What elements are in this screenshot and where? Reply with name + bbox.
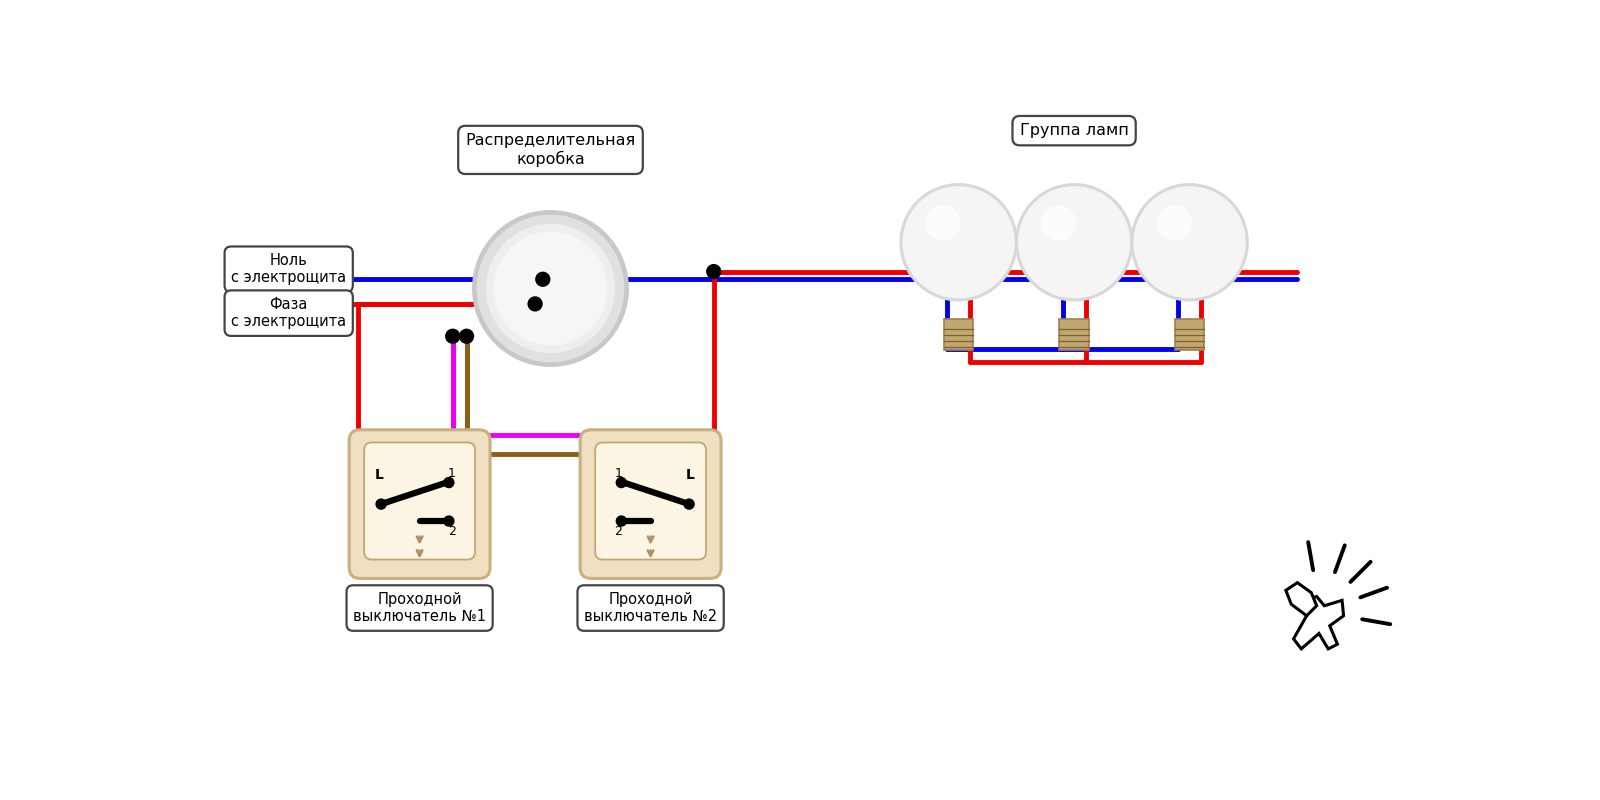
Circle shape bbox=[707, 265, 720, 278]
Circle shape bbox=[901, 184, 1018, 301]
Text: L: L bbox=[374, 468, 384, 482]
Text: Проходной
выключатель №2: Проходной выключатель №2 bbox=[584, 592, 717, 624]
Text: Ноль
с электрощита: Ноль с электрощита bbox=[230, 253, 346, 286]
Circle shape bbox=[376, 499, 386, 509]
Circle shape bbox=[477, 215, 624, 362]
Circle shape bbox=[459, 330, 474, 343]
Circle shape bbox=[446, 330, 459, 343]
FancyBboxPatch shape bbox=[1059, 319, 1088, 350]
FancyBboxPatch shape bbox=[944, 319, 973, 350]
Circle shape bbox=[528, 297, 542, 311]
Circle shape bbox=[536, 272, 550, 286]
Polygon shape bbox=[1293, 597, 1344, 649]
Text: L: L bbox=[686, 468, 694, 482]
Text: Фаза
с электрощита: Фаза с электрощита bbox=[230, 297, 346, 330]
Text: 2: 2 bbox=[614, 526, 622, 538]
FancyBboxPatch shape bbox=[365, 442, 475, 559]
Text: 1: 1 bbox=[448, 466, 456, 480]
Circle shape bbox=[685, 499, 694, 509]
Circle shape bbox=[1131, 184, 1248, 301]
Circle shape bbox=[616, 478, 626, 487]
Circle shape bbox=[926, 206, 960, 240]
Circle shape bbox=[443, 516, 454, 526]
FancyBboxPatch shape bbox=[349, 430, 490, 578]
FancyBboxPatch shape bbox=[581, 430, 722, 578]
Circle shape bbox=[472, 210, 629, 366]
Text: Распределительная
коробка: Распределительная коробка bbox=[466, 133, 635, 166]
Circle shape bbox=[616, 516, 626, 526]
Polygon shape bbox=[1286, 582, 1317, 616]
Circle shape bbox=[1019, 187, 1130, 298]
FancyBboxPatch shape bbox=[595, 442, 706, 559]
Circle shape bbox=[1042, 206, 1075, 240]
Circle shape bbox=[1157, 206, 1190, 240]
Circle shape bbox=[1134, 187, 1245, 298]
Text: Проходной
выключатель №1: Проходной выключатель №1 bbox=[354, 592, 486, 624]
Text: Группа ламп: Группа ламп bbox=[1019, 123, 1128, 138]
Circle shape bbox=[902, 187, 1014, 298]
FancyBboxPatch shape bbox=[1174, 319, 1205, 350]
Circle shape bbox=[443, 478, 454, 487]
Text: 1: 1 bbox=[614, 466, 622, 480]
Circle shape bbox=[1016, 184, 1133, 301]
Circle shape bbox=[486, 225, 614, 353]
Text: 2: 2 bbox=[448, 526, 456, 538]
Circle shape bbox=[494, 232, 606, 345]
